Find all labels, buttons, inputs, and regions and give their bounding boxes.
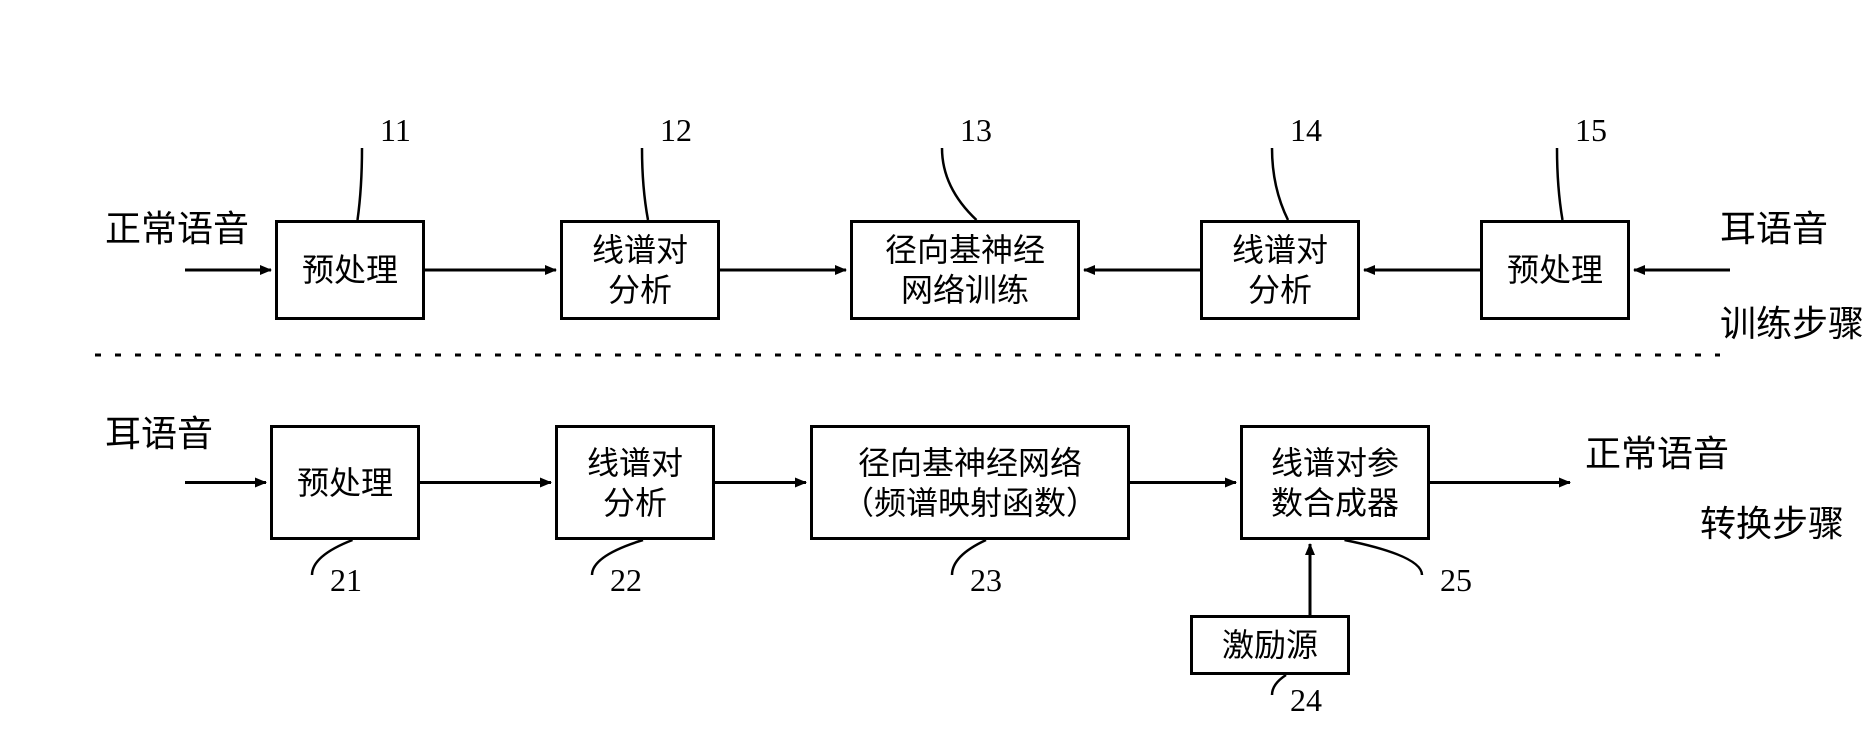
block-14: 线谱对 分析: [1200, 220, 1360, 320]
label-training-step: 训练步骤: [1720, 295, 1864, 347]
diagram-canvas: 预处理线谱对 分析径向基神经 网络训练线谱对 分析预处理1112131415预处…: [0, 0, 1876, 751]
block-11: 预处理: [275, 220, 425, 320]
block-15: 预处理: [1480, 220, 1630, 320]
ref-15: 15: [1575, 112, 1607, 149]
block-21: 预处理: [270, 425, 420, 540]
ref-25: 25: [1440, 562, 1472, 599]
ref-14: 14: [1290, 112, 1322, 149]
ref-21: 21: [330, 562, 362, 599]
label-whisper-bottom: 耳语音: [105, 405, 213, 457]
ref-12: 12: [660, 112, 692, 149]
label-normal-voice-top: 正常语音: [105, 200, 249, 252]
block-12: 线谱对 分析: [560, 220, 720, 320]
label-convert-step: 转换步骤: [1700, 495, 1844, 547]
label-normal-voice-bottom: 正常语音: [1585, 425, 1729, 477]
block-24: 激励源: [1190, 615, 1350, 675]
ref-24: 24: [1290, 682, 1322, 719]
ref-23: 23: [970, 562, 1002, 599]
block-23: 径向基神经网络 （频谱映射函数）: [810, 425, 1130, 540]
block-13: 径向基神经 网络训练: [850, 220, 1080, 320]
block-22: 线谱对 分析: [555, 425, 715, 540]
ref-11: 11: [380, 112, 411, 149]
ref-13: 13: [960, 112, 992, 149]
label-whisper-top: 耳语音: [1720, 200, 1828, 252]
ref-22: 22: [610, 562, 642, 599]
block-25: 线谱对参 数合成器: [1240, 425, 1430, 540]
